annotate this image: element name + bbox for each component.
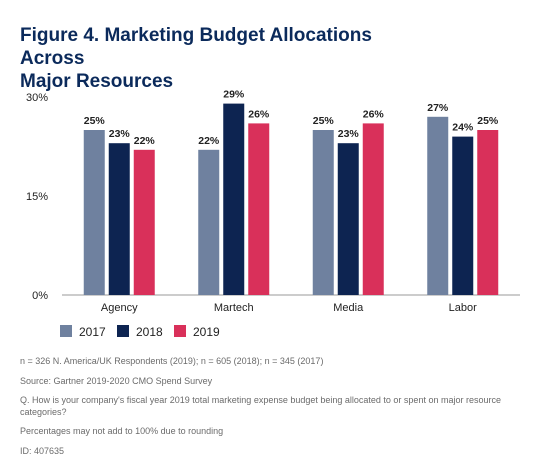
rounding-note: Percentages may not add to 100% due to r… (20, 426, 224, 436)
legend: 2017 2018 2019 (60, 325, 220, 339)
legend-label: 2018 (136, 325, 163, 339)
bar (452, 136, 474, 295)
bar-value-label: 23% (109, 128, 131, 140)
sample-size-note: n = 326 N. America/UK Respondents (2019)… (20, 356, 324, 366)
category-label: Labor (449, 302, 477, 314)
chart-title: Figure 4. Marketing Budget Allocations A… (20, 24, 440, 93)
bar-value-label: 22% (134, 135, 156, 147)
bar (337, 143, 359, 295)
question-note: Q. How is your company's fiscal year 201… (20, 395, 501, 417)
y-axis: 0% 15% 30% (26, 92, 48, 302)
id-note: ID: 407635 (20, 445, 65, 456)
category-label: Agency (101, 302, 138, 314)
bar-value-label: 26% (363, 108, 385, 120)
y-tick-label: 0% (32, 290, 48, 302)
bar (477, 130, 499, 295)
bar (362, 123, 384, 296)
bar-value-label: 26% (248, 108, 270, 120)
x-axis: Agency Martech Media Labor (101, 302, 477, 314)
bar-labels: 25%23%22% 22%29%26%25%23%26%27%24%25% (84, 89, 499, 147)
bar-value-label: 24% (452, 122, 474, 134)
legend-swatch (174, 325, 186, 337)
bar (198, 149, 220, 295)
legend-swatch (117, 325, 129, 337)
bar-value-label: 25% (477, 115, 499, 127)
bar-value-label: 22% (198, 135, 220, 147)
bar (248, 123, 270, 296)
source-note: Source: Gartner 2019-2020 CMO Spend Surv… (20, 375, 213, 386)
chart-title-line-1: Figure 4. Marketing Budget Allocations A… (20, 25, 372, 69)
bar-value-label: 29% (223, 89, 245, 101)
bar-value-label: 27% (427, 102, 449, 114)
legend-label: 2019 (193, 325, 220, 339)
footnotes: n = 326 N. America/UK Respondents (2019)… (20, 356, 530, 465)
legend-swatch (60, 325, 72, 337)
bar (108, 143, 130, 295)
bar-chart: 0%15%30% 25%23%22% 22%29%26%25%23%26%27%2… (26, 89, 520, 339)
bar-value-label: 23% (338, 128, 360, 140)
legend-label: 2017 (79, 325, 106, 339)
bar (133, 149, 155, 295)
bars (83, 103, 499, 296)
category-label: Media (333, 302, 364, 314)
y-tick-label: 30% (26, 92, 48, 104)
y-tick-label: 15% (26, 191, 48, 203)
bar (83, 130, 105, 295)
bar (312, 130, 334, 295)
bar (427, 116, 449, 295)
category-label: Martech (214, 302, 254, 314)
chart-title-line-2: Major Resources (20, 71, 174, 92)
bar (223, 103, 245, 295)
bar-value-label: 25% (84, 115, 106, 127)
bar-value-label: 25% (313, 115, 335, 127)
